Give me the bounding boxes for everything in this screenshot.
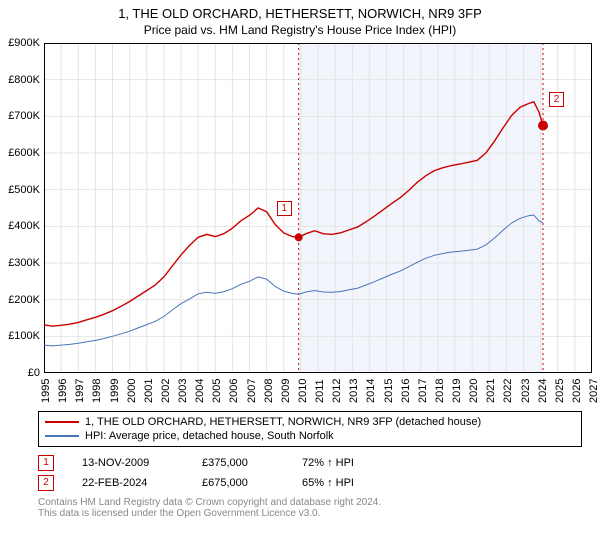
legend-label: HPI: Average price, detached house, Sout… — [85, 430, 334, 442]
x-tick: 1995 — [40, 379, 52, 403]
page-subtitle: Price paid vs. HM Land Registry's House … — [0, 21, 600, 43]
footer-line-2: This data is licensed under the Open Gov… — [38, 508, 582, 519]
transaction-price: £675,000 — [202, 477, 302, 489]
transaction-index: 1 — [38, 455, 54, 471]
x-tick: 1996 — [57, 379, 69, 403]
transaction-date: 13-NOV-2009 — [82, 457, 202, 469]
x-tick: 2023 — [520, 379, 532, 403]
legend-row: 1, THE OLD ORCHARD, HETHERSETT, NORWICH,… — [45, 415, 575, 429]
y-tick: £600K — [8, 147, 40, 159]
x-tick: 2010 — [297, 379, 309, 403]
y-tick: £900K — [8, 37, 40, 49]
transaction-pct: 72% ↑ HPI — [302, 457, 402, 469]
legend: 1, THE OLD ORCHARD, HETHERSETT, NORWICH,… — [38, 411, 582, 447]
x-tick: 2007 — [246, 379, 258, 403]
x-tick: 2019 — [451, 379, 463, 403]
x-tick: 2013 — [348, 379, 360, 403]
x-tick: 2015 — [383, 379, 395, 403]
x-tick: 2002 — [160, 379, 172, 403]
x-tick: 2004 — [194, 379, 206, 403]
x-tick: 2012 — [331, 379, 343, 403]
y-tick: £200K — [8, 294, 40, 306]
transaction-date: 22-FEB-2024 — [82, 477, 202, 489]
x-tick: 2001 — [143, 379, 155, 403]
legend-label: 1, THE OLD ORCHARD, HETHERSETT, NORWICH,… — [85, 416, 481, 428]
transaction-price: £375,000 — [202, 457, 302, 469]
y-tick: £500K — [8, 184, 40, 196]
x-tick: 2009 — [280, 379, 292, 403]
y-tick: £400K — [8, 220, 40, 232]
x-tick: 2014 — [365, 379, 377, 403]
x-tick: 2000 — [126, 379, 138, 403]
y-tick: £800K — [8, 74, 40, 86]
chart-svg — [44, 43, 592, 373]
x-tick: 2005 — [211, 379, 223, 403]
transaction-index: 2 — [38, 475, 54, 491]
footer-line-1: Contains HM Land Registry data © Crown c… — [38, 497, 582, 508]
transactions: 1 13-NOV-2009£375,00072% ↑ HPI 2 22-FEB-202… — [38, 453, 582, 493]
x-tick: 2006 — [228, 379, 240, 403]
plot-area: £0£100K£200K£300K£400K£500K£600K£700K£80… — [44, 43, 592, 373]
x-tick: 2021 — [485, 379, 497, 403]
x-tick: 2008 — [263, 379, 275, 403]
x-tick: 1998 — [91, 379, 103, 403]
transaction-row: 1 13-NOV-2009£375,00072% ↑ HPI — [38, 453, 582, 473]
x-tick: 2020 — [468, 379, 480, 403]
footer: Contains HM Land Registry data © Crown c… — [38, 493, 582, 519]
y-tick: £0 — [28, 367, 40, 379]
x-tick: 1999 — [109, 379, 121, 403]
x-tick: 2027 — [588, 379, 600, 403]
x-tick: 2003 — [177, 379, 189, 403]
x-tick: 2026 — [571, 379, 583, 403]
x-tick: 2025 — [554, 379, 566, 403]
y-tick: £700K — [8, 110, 40, 122]
legend-row: HPI: Average price, detached house, Sout… — [45, 429, 575, 443]
x-tick: 2016 — [400, 379, 412, 403]
x-tick: 2018 — [434, 379, 446, 403]
y-tick: £300K — [8, 257, 40, 269]
page-title: 1, THE OLD ORCHARD, HETHERSETT, NORWICH,… — [0, 0, 600, 21]
legend-swatch — [45, 421, 79, 423]
x-tick: 1997 — [74, 379, 86, 403]
x-tick: 2022 — [502, 379, 514, 403]
x-tick: 2017 — [417, 379, 429, 403]
transaction-pct: 65% ↑ HPI — [302, 477, 402, 489]
y-axis: £0£100K£200K£300K£400K£500K£600K£700K£80… — [0, 43, 42, 373]
y-tick: £100K — [8, 330, 40, 342]
x-tick: 2024 — [537, 379, 549, 403]
x-tick: 2011 — [314, 379, 326, 403]
legend-swatch — [45, 435, 79, 437]
transaction-row: 2 22-FEB-2024£675,00065% ↑ HPI — [38, 473, 582, 493]
x-axis: 1995199619971998199920002001200220032004… — [44, 373, 592, 407]
